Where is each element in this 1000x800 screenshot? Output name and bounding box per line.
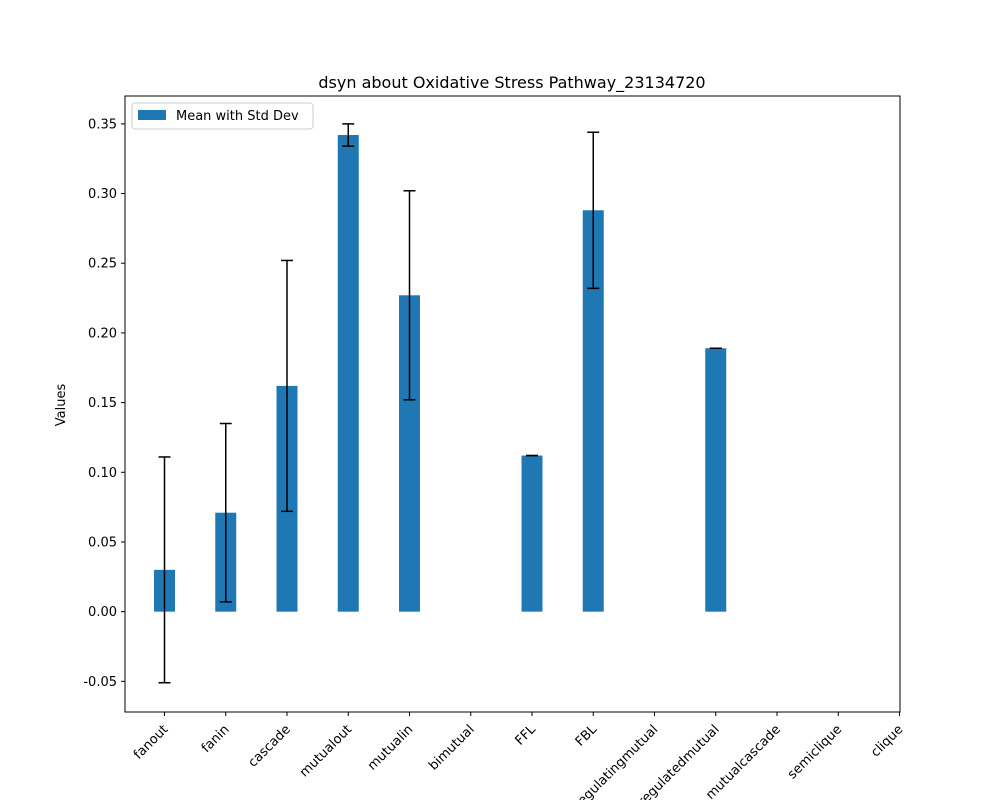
y-axis-label: Values bbox=[54, 384, 69, 427]
error-bar-mutualin bbox=[403, 190, 416, 401]
x-tick-label-mutualin: mutualin bbox=[365, 722, 416, 773]
x-tick-label-FFL: FFL bbox=[513, 722, 540, 749]
y-axis-ticks: -0.05 0.00 0.05 0.10 0.15 0.20 0.25 0.30 0.35 bbox=[83, 117, 125, 690]
plot-frame bbox=[124, 95, 901, 713]
legend: Mean with Std Dev bbox=[131, 102, 314, 130]
x-tick-label-mutualout: mutualout bbox=[297, 722, 355, 780]
bars-group bbox=[154, 135, 727, 612]
y-tick-label: 0.35 bbox=[88, 117, 117, 132]
bar-mutualout bbox=[337, 135, 359, 612]
y-tick-label: 0.25 bbox=[88, 257, 117, 272]
y-tick-label: 0.05 bbox=[88, 535, 117, 550]
bar-regulatedmutual bbox=[705, 348, 727, 612]
error-bar-mutualout bbox=[342, 123, 355, 147]
x-tick-label-cascade: cascade bbox=[246, 722, 294, 770]
x-tick-label-FBL: FBL bbox=[573, 722, 601, 750]
y-tick-label: 0.00 bbox=[88, 605, 117, 620]
y-tick-label: 0.30 bbox=[88, 187, 117, 202]
chart-title: dsyn about Oxidative Stress Pathway_2313… bbox=[318, 73, 705, 93]
y-tick-label: 0.10 bbox=[88, 466, 117, 481]
y-tick-label: 0.20 bbox=[88, 326, 117, 341]
y-tick-label: 0.15 bbox=[88, 396, 117, 411]
legend-box bbox=[131, 102, 314, 130]
x-tick-label-fanin: fanin bbox=[199, 722, 233, 756]
error-bars-group bbox=[158, 123, 722, 684]
bar-FFL bbox=[521, 455, 543, 612]
error-bar-fanin bbox=[219, 422, 232, 603]
bar-FBL bbox=[582, 210, 604, 612]
x-tick-label-semiclique: semiclique bbox=[785, 722, 845, 782]
error-bar-fanout bbox=[158, 456, 171, 684]
error-bar-cascade bbox=[281, 259, 293, 513]
legend-swatch bbox=[138, 110, 166, 120]
error-bar-FBL bbox=[587, 131, 600, 290]
x-axis-ticks: fanout fanin cascade mutualout mutualin bimut… bbox=[131, 712, 906, 800]
y-tick-label: -0.05 bbox=[83, 675, 117, 690]
x-tick-label-clique: clique bbox=[868, 722, 906, 760]
x-tick-label-fanout: fanout bbox=[131, 722, 171, 762]
x-tick-label-bimutual: bimutual bbox=[426, 722, 477, 773]
legend-label: Mean with Std Dev bbox=[176, 109, 299, 124]
bar-mutualin bbox=[399, 295, 420, 612]
